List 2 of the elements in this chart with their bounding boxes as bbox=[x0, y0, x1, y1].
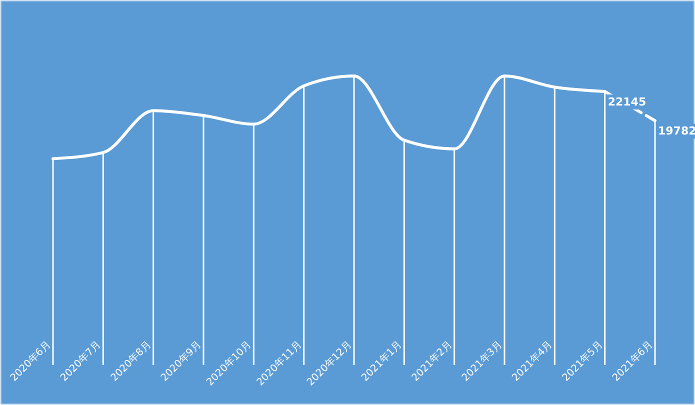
data-label: 19782 bbox=[658, 124, 695, 138]
data-label: 22145 bbox=[608, 96, 646, 108]
